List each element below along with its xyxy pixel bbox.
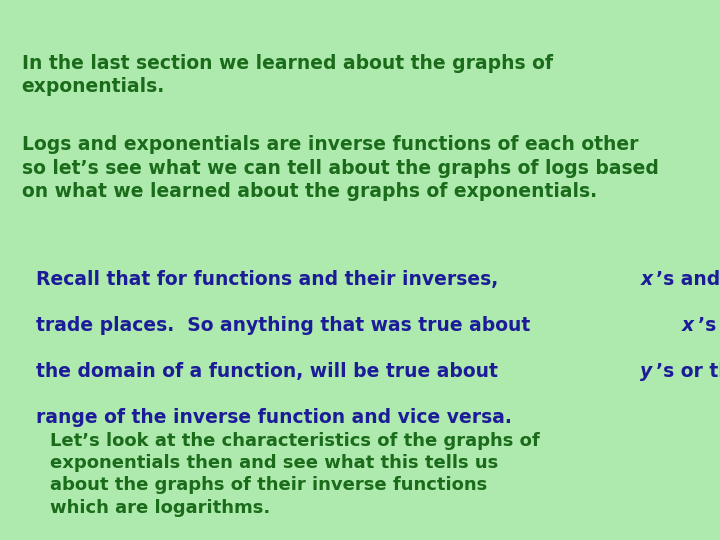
Text: In the last section we learned about the graphs of
exponentials.: In the last section we learned about the…	[22, 54, 553, 97]
Text: range of the inverse function and vice versa.: range of the inverse function and vice v…	[36, 408, 512, 427]
Text: trade places.  So anything that was true about: trade places. So anything that was true …	[36, 316, 536, 335]
Text: x: x	[641, 270, 653, 289]
Text: the domain of a function, will be true about: the domain of a function, will be true a…	[36, 362, 505, 381]
Text: ’s or: ’s or	[698, 316, 720, 335]
Text: ’s or the: ’s or the	[656, 362, 720, 381]
Text: ’s and: ’s and	[657, 270, 720, 289]
Text: x: x	[682, 316, 694, 335]
Text: Logs and exponentials are inverse functions of each other
so let’s see what we c: Logs and exponentials are inverse functi…	[22, 135, 659, 201]
Text: Recall that for functions and their inverses,: Recall that for functions and their inve…	[36, 270, 505, 289]
Text: Let’s look at the characteristics of the graphs of
exponentials then and see wha: Let’s look at the characteristics of the…	[50, 432, 540, 517]
Text: y: y	[640, 362, 652, 381]
